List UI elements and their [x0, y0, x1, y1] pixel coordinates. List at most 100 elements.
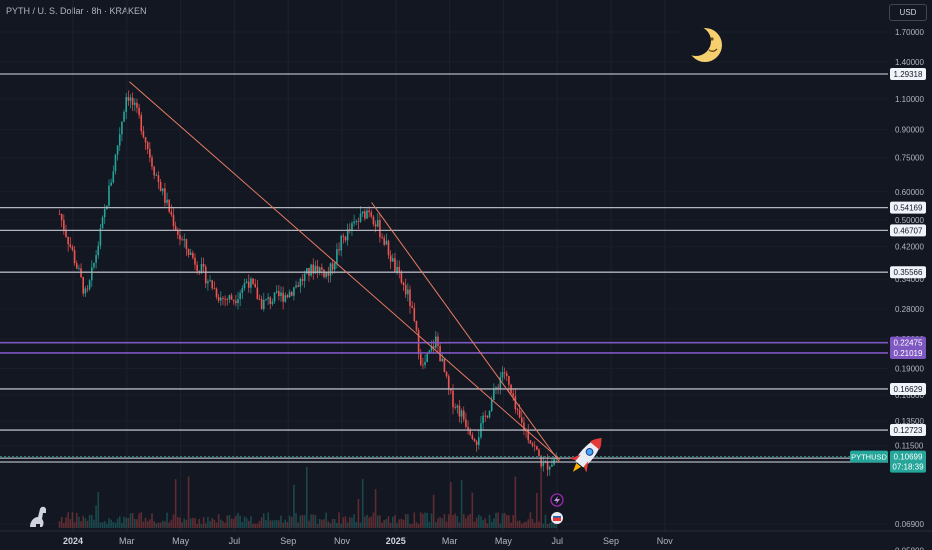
x-tick-label: 2024 [63, 536, 83, 546]
candle-body [458, 405, 461, 417]
volume-bar [462, 514, 465, 528]
volume-bar [256, 523, 259, 528]
trendline[interactable] [129, 81, 561, 460]
volume-bar [484, 518, 487, 528]
y-tick-label: 0.75000 [895, 154, 924, 163]
candle-body [499, 377, 502, 389]
candle-body [230, 295, 233, 300]
volume-bar [467, 515, 469, 528]
volume-bar [241, 521, 244, 528]
volume-bar [480, 516, 482, 528]
candle-body [394, 258, 396, 272]
volume-bar [482, 520, 484, 528]
volume-bar [443, 514, 446, 528]
candle-body [142, 131, 145, 138]
volume-bar [359, 522, 362, 528]
volume-bar [181, 522, 183, 528]
candle-body [295, 285, 297, 288]
volume-bar [338, 512, 340, 528]
candle-body [84, 288, 87, 294]
candle-body [149, 148, 151, 158]
volume-bar [430, 513, 433, 528]
volume-bar [185, 519, 188, 528]
volume-bar [333, 519, 336, 528]
volume-bar [488, 514, 491, 528]
volume-bar [71, 512, 74, 528]
candle-body [338, 249, 340, 251]
volume-bar [235, 515, 237, 528]
candle-body [159, 181, 162, 192]
candle-body [181, 239, 183, 241]
candle-body [288, 292, 291, 298]
candle-body [344, 236, 347, 241]
candle-body [275, 291, 278, 293]
candle-body [290, 292, 293, 296]
y-tick-label: 0.13500 [895, 417, 924, 426]
candle-body [258, 299, 261, 301]
candle-body [379, 220, 381, 238]
volume-bar [226, 515, 229, 528]
volume-bar [398, 519, 401, 528]
candle-body [381, 237, 383, 238]
candle-body [247, 281, 250, 288]
volume-bar [486, 523, 489, 528]
price-labels: 1.29318 0.54169 0.46707 0.35566 0.224750.210… [850, 68, 926, 473]
volume-bar [411, 523, 413, 528]
volume-bar [127, 518, 130, 528]
volume-bar [521, 523, 523, 528]
volume-bar [512, 515, 514, 528]
candle-body [241, 288, 244, 293]
volume-bar [417, 523, 420, 528]
volume-bar [230, 518, 233, 528]
candle-body [91, 267, 93, 281]
volume-bar [325, 512, 327, 528]
candle-body [353, 221, 355, 224]
candle-body [282, 292, 284, 302]
candle-body [168, 199, 170, 212]
candle-body [110, 182, 112, 186]
candle-body [245, 281, 248, 283]
candle-body [400, 271, 403, 283]
currency-button[interactable]: USD [889, 4, 927, 21]
volume-bar [121, 523, 123, 528]
volume-bar [194, 518, 196, 528]
volume-bar [531, 518, 534, 528]
volume-bar [140, 512, 143, 528]
volume-bar [376, 515, 379, 528]
candle-body [359, 213, 362, 222]
volume-bar [220, 519, 222, 528]
candle-body [441, 358, 444, 362]
candle-body [327, 271, 330, 276]
candle-body [69, 244, 72, 247]
candle-body [523, 422, 525, 431]
current-price-value: 0.10699 [894, 453, 923, 462]
volume-bar [269, 520, 272, 528]
candle-body [166, 199, 168, 203]
lightning-icon[interactable] [550, 493, 564, 507]
candle-body [297, 285, 299, 287]
volume-bar [374, 488, 377, 528]
y-tick-label: 0.50000 [895, 216, 924, 225]
candle-body [525, 430, 527, 432]
volume-bar [447, 514, 450, 528]
volume-bar [213, 519, 216, 528]
time-axis: 2024 Mar May Jul Sep Nov 2025 Mar May Jul Sep Nov [0, 530, 932, 546]
candle-body [144, 137, 147, 143]
trendline[interactable] [371, 202, 561, 463]
candle-body [432, 345, 435, 348]
volume-bar [533, 522, 536, 528]
candle-body [445, 371, 448, 377]
volume-bar [204, 523, 207, 528]
level-lines [0, 73, 888, 463]
volume-bar [63, 523, 65, 528]
candle-body [454, 407, 456, 409]
volume-bar [114, 522, 117, 528]
volume-bar [198, 518, 201, 528]
candle-body [65, 229, 67, 237]
volume-bar [349, 517, 351, 528]
flag-icon[interactable] [551, 512, 563, 524]
dinosaur-logo-icon [30, 506, 46, 527]
candle-body [112, 171, 115, 183]
volume-bar [103, 521, 106, 528]
